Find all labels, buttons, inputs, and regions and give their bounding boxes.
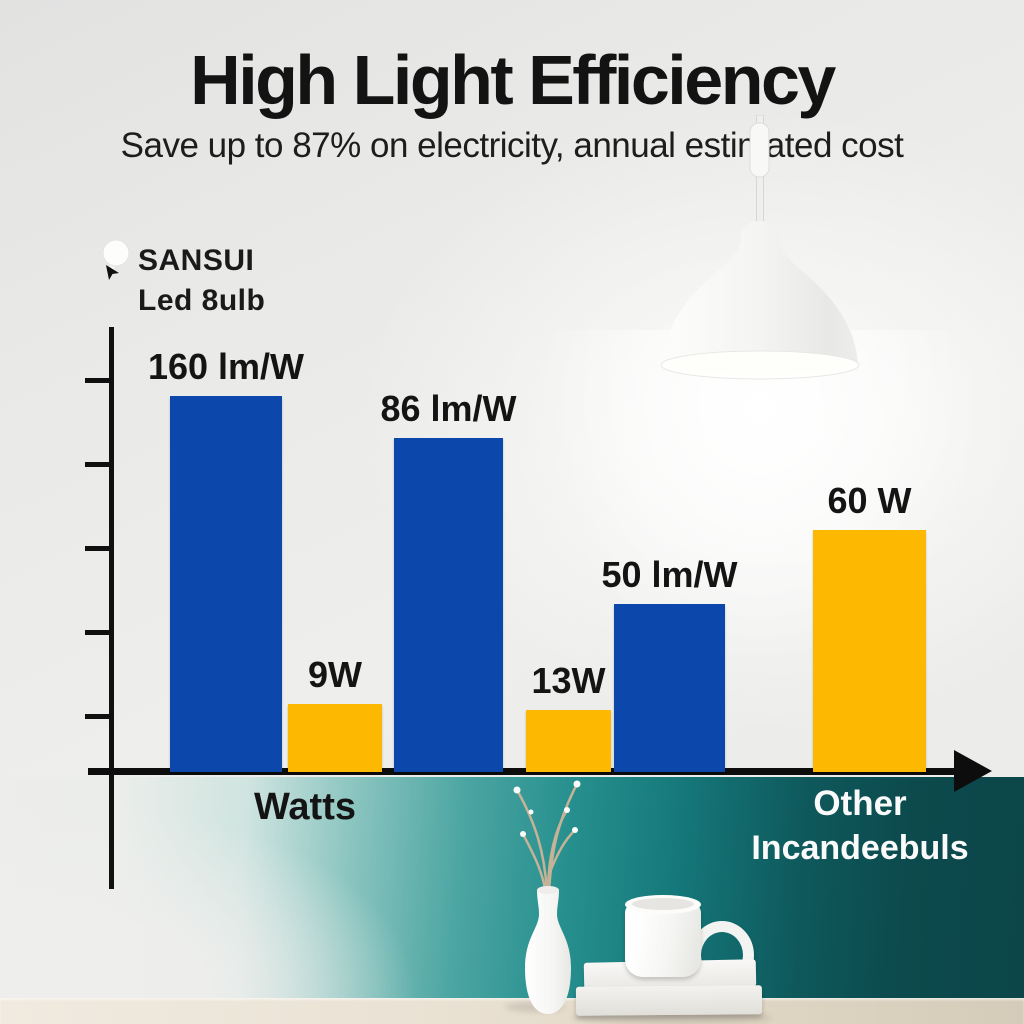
x-label-other-line2: Incandeebuls bbox=[751, 829, 969, 867]
y-axis-tick bbox=[85, 378, 112, 383]
lamp-diffuser bbox=[670, 353, 850, 375]
bulb-cursor-icon bbox=[102, 239, 130, 280]
page-subtitle: Save up to 87% on electricity, annual es… bbox=[120, 126, 904, 165]
bar-6 bbox=[813, 530, 926, 772]
x-label-other: Other Incandeebuls bbox=[740, 784, 980, 868]
x-label-watts: Watts bbox=[253, 786, 357, 828]
bar-2 bbox=[288, 704, 382, 772]
vase-mouth bbox=[537, 886, 559, 894]
bar-label-6: 60 W bbox=[827, 480, 912, 521]
x-axis-arrow-icon bbox=[954, 750, 992, 792]
vase-with-twigs bbox=[513, 780, 581, 1014]
pendant-lamp bbox=[660, 115, 860, 380]
twig-buds bbox=[513, 780, 581, 837]
page-title: High Light Efficiency bbox=[190, 41, 836, 119]
bar-1 bbox=[170, 396, 282, 772]
x-axis bbox=[88, 768, 962, 775]
bar-label-2: 9W bbox=[308, 654, 362, 695]
x-label-other-line1: Other bbox=[813, 784, 907, 823]
lamp-shade bbox=[662, 221, 858, 365]
teal-gradient-band bbox=[0, 777, 1024, 1000]
table-surface bbox=[0, 998, 1024, 1024]
y-axis-tick bbox=[85, 630, 112, 635]
bar-label-3: 86 lm/W bbox=[380, 388, 517, 429]
brand-name: SANSUI bbox=[138, 244, 255, 277]
lamp-cord-connector bbox=[749, 122, 770, 178]
twigs bbox=[515, 783, 579, 895]
bar-label-4: 13W bbox=[531, 660, 606, 701]
vase-body bbox=[525, 890, 571, 1014]
brand-product: Led 8ulb bbox=[138, 284, 266, 317]
y-axis-tick bbox=[85, 462, 112, 467]
bar-5 bbox=[614, 604, 725, 772]
bar-label-1: 160 lm/W bbox=[147, 346, 305, 387]
y-axis bbox=[109, 327, 114, 889]
mug bbox=[625, 895, 701, 977]
y-axis-tick bbox=[85, 546, 112, 551]
bar-3 bbox=[394, 438, 503, 772]
bar-4 bbox=[526, 710, 611, 772]
bar-label-5: 50 lm/W bbox=[601, 554, 738, 595]
book-bottom bbox=[575, 985, 763, 1016]
y-axis-tick bbox=[85, 714, 112, 719]
